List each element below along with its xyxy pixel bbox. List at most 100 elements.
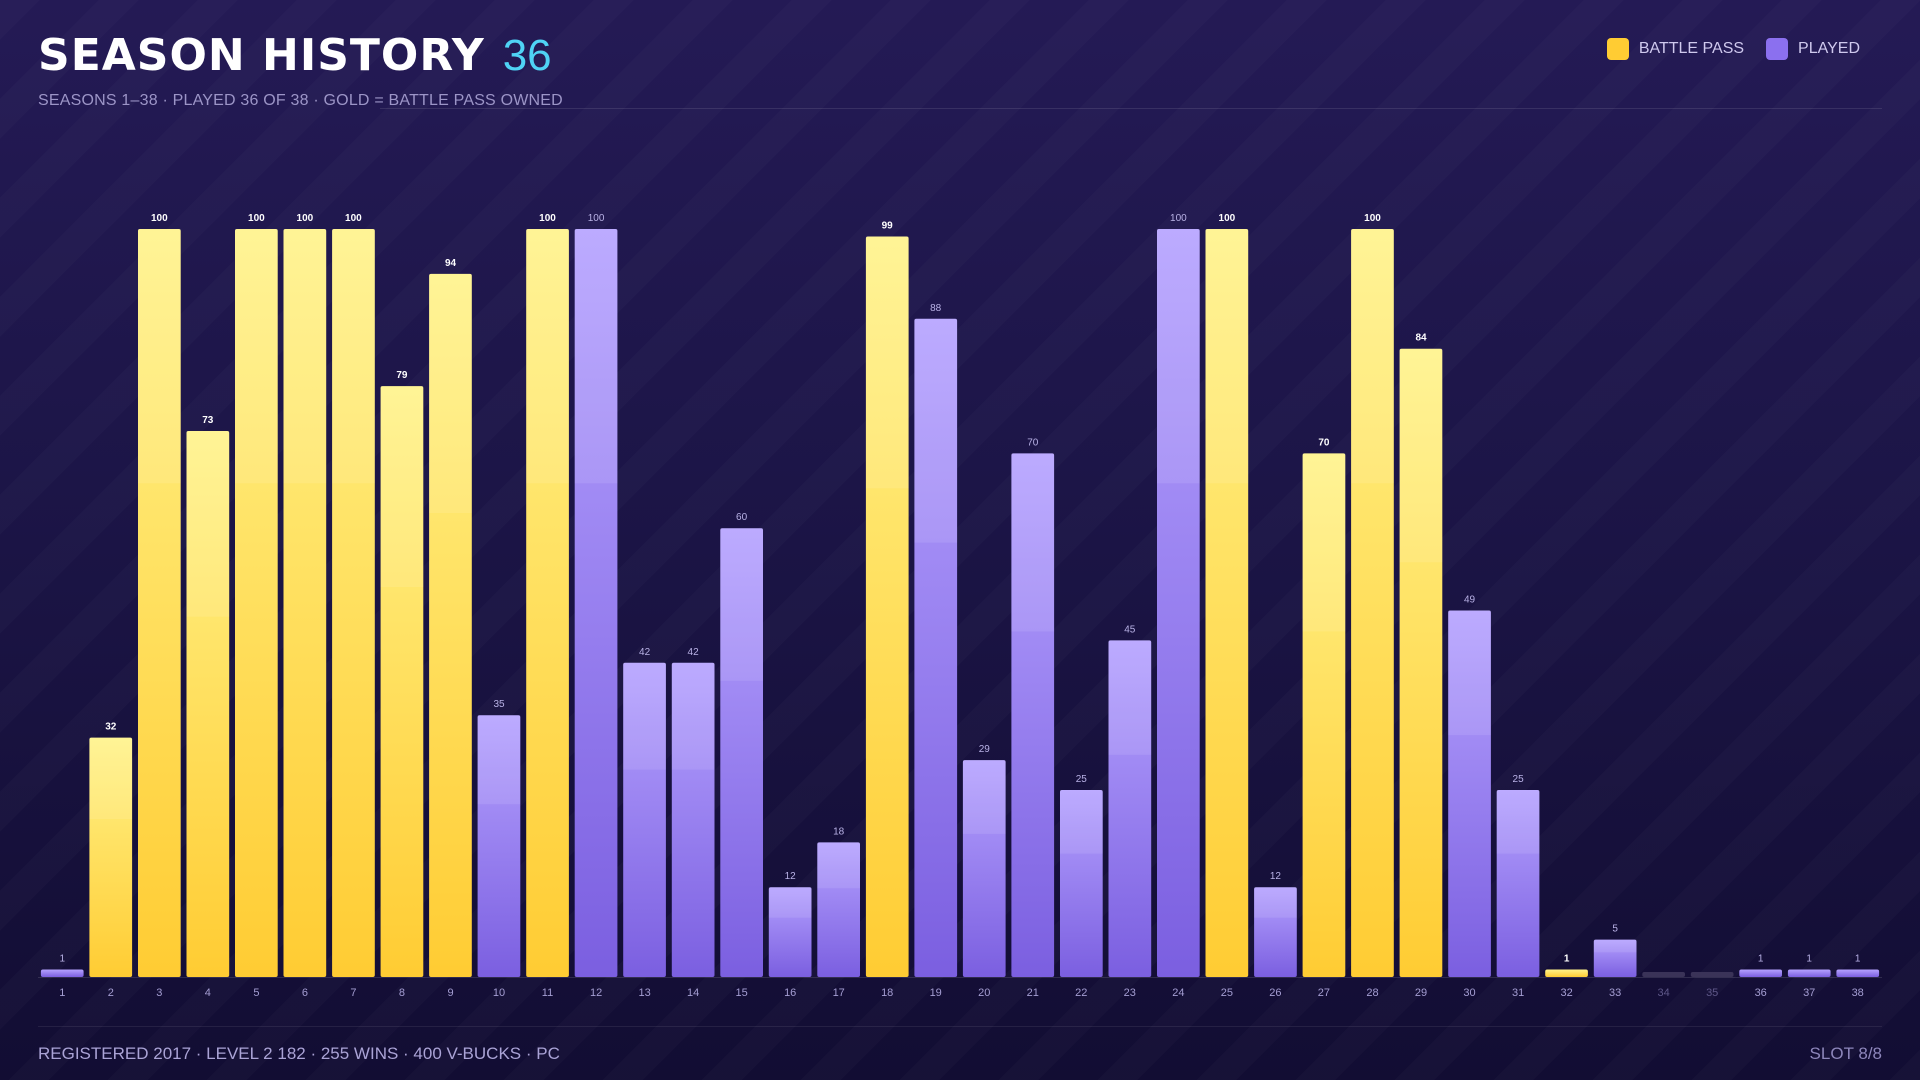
value-label-season-21: 70 xyxy=(1027,437,1039,448)
x-tick-label-season-4: 4 xyxy=(205,987,211,999)
bar-season-1 xyxy=(40,969,84,977)
bar-season-18 xyxy=(865,236,909,977)
bar-season-9 xyxy=(429,273,472,977)
bar-highlight-season-21 xyxy=(1011,453,1055,632)
x-tick-label-season-36: 36 xyxy=(1755,987,1767,999)
legend-label-battle-pass: BATTLE PASS xyxy=(1638,40,1745,57)
chart-subtitle: SEASONS 1–38 · PLAYED 36 OF 38 · GOLD = … xyxy=(38,92,563,109)
bar-highlight-season-29 xyxy=(1399,348,1443,563)
legend-item-played: PLAYED xyxy=(1766,38,1860,60)
bar-highlight-season-27 xyxy=(1302,453,1346,632)
bar-highlight-season-12 xyxy=(574,229,618,484)
value-label-season-26: 12 xyxy=(1270,871,1282,882)
value-label-season-14: 42 xyxy=(688,647,700,658)
bar-highlight-season-14 xyxy=(671,662,715,770)
footer-account-info: REGISTERED 2017 · LEVEL 2 182 · 255 WINS… xyxy=(38,1044,560,1063)
x-tick-label-season-14: 14 xyxy=(687,987,699,999)
x-tick-label-season-25: 25 xyxy=(1221,987,1233,999)
x-tick-label-season-7: 7 xyxy=(350,987,356,999)
bar-season-23 xyxy=(1108,640,1152,977)
x-tick-label-season-34: 34 xyxy=(1657,987,1669,999)
bar-highlight-season-4 xyxy=(186,431,230,617)
bar-highlight-season-28 xyxy=(1351,229,1394,484)
bar-highlight-season-11 xyxy=(526,229,569,484)
value-label-season-11: 100 xyxy=(539,213,556,224)
seasons-played-count: 36 xyxy=(502,31,552,80)
bar-season-5 xyxy=(235,229,278,977)
value-label-season-27: 70 xyxy=(1318,437,1330,448)
bar-season-13 xyxy=(623,662,666,977)
x-tick-label-season-13: 13 xyxy=(638,987,650,999)
bar-season-33 xyxy=(1593,939,1637,977)
bar-season-6 xyxy=(283,229,327,977)
bar-highlight-season-26 xyxy=(1254,887,1297,918)
x-tick-label-season-19: 19 xyxy=(930,987,942,999)
value-label-season-10: 35 xyxy=(493,699,505,710)
bar-season-38 xyxy=(1836,969,1880,977)
x-tick-label-season-32: 32 xyxy=(1560,987,1572,999)
bar-season-17 xyxy=(817,842,860,977)
value-label-season-5: 100 xyxy=(248,213,265,224)
bar-highlight-season-9 xyxy=(429,273,472,513)
value-label-season-18: 99 xyxy=(882,221,894,232)
bar-season-10 xyxy=(477,715,521,977)
value-label-season-6: 100 xyxy=(297,213,314,224)
x-tick-label-season-15: 15 xyxy=(735,987,747,999)
bar-highlight-season-24 xyxy=(1157,229,1200,484)
bar-season-28 xyxy=(1351,229,1394,977)
bar-season-22 xyxy=(1060,790,1103,977)
bar-highlight-season-22 xyxy=(1060,790,1103,854)
bar-season-4 xyxy=(186,431,230,977)
x-tick-label-season-27: 27 xyxy=(1318,987,1330,999)
value-label-season-15: 60 xyxy=(736,512,748,523)
bar-highlight-season-8 xyxy=(380,386,424,587)
bar-highlight-season-31 xyxy=(1496,790,1540,854)
value-label-season-1: 1 xyxy=(60,954,66,965)
x-tick-label-season-24: 24 xyxy=(1172,987,1184,999)
x-tick-label-season-8: 8 xyxy=(399,987,405,999)
footer-slot: SLOT 8/8 xyxy=(1809,1044,1882,1063)
bar-season-21 xyxy=(1011,453,1055,977)
x-tick-label-season-28: 28 xyxy=(1366,987,1378,999)
value-label-season-22: 25 xyxy=(1076,774,1088,785)
bar-highlight-season-7 xyxy=(332,229,375,484)
value-label-season-38: 1 xyxy=(1855,954,1861,965)
value-label-season-31: 25 xyxy=(1513,774,1525,785)
chart-legend: BATTLE PASS PLAYED xyxy=(1606,38,1860,60)
x-tick-label-season-21: 21 xyxy=(1027,987,1039,999)
value-label-season-13: 42 xyxy=(639,647,651,658)
value-label-season-8: 79 xyxy=(396,370,408,381)
value-label-season-3: 100 xyxy=(151,213,168,224)
bar-highlight-season-5 xyxy=(235,229,278,484)
x-tick-label-season-1: 1 xyxy=(59,987,65,999)
bar-highlight-season-3 xyxy=(138,229,181,484)
bar-season-32 xyxy=(1545,969,1588,977)
bar-highlight-season-18 xyxy=(865,236,909,489)
bar-season-34 xyxy=(1642,972,1685,977)
value-label-season-23: 45 xyxy=(1124,624,1136,635)
bar-season-16 xyxy=(768,887,812,977)
bar-season-7 xyxy=(332,229,375,977)
value-label-season-24: 100 xyxy=(1170,213,1187,224)
bar-season-26 xyxy=(1254,887,1297,977)
bar-season-3 xyxy=(138,229,181,977)
x-tick-label-season-9: 9 xyxy=(447,987,453,999)
bar-season-2 xyxy=(89,737,133,977)
bar-highlight-season-6 xyxy=(283,229,327,484)
value-label-season-2: 32 xyxy=(105,722,117,733)
legend-label-played: PLAYED xyxy=(1798,40,1860,57)
bar-season-12 xyxy=(574,229,618,977)
bar-highlight-season-16 xyxy=(768,887,812,918)
x-tick-label-season-23: 23 xyxy=(1124,987,1136,999)
chart-header: SEASON HISTORY 36 xyxy=(38,30,552,81)
bar-highlight-season-15 xyxy=(720,528,763,681)
x-tick-label-season-29: 29 xyxy=(1415,987,1427,999)
value-label-season-37: 1 xyxy=(1806,954,1812,965)
bar-highlight-season-23 xyxy=(1108,640,1152,755)
x-tick-label-season-10: 10 xyxy=(493,987,505,999)
x-tick-label-season-20: 20 xyxy=(978,987,990,999)
bar-season-15 xyxy=(720,528,763,977)
value-label-season-32: 1 xyxy=(1564,954,1570,965)
x-tick-label-season-31: 31 xyxy=(1512,987,1524,999)
legend-swatch-played xyxy=(1766,38,1789,60)
